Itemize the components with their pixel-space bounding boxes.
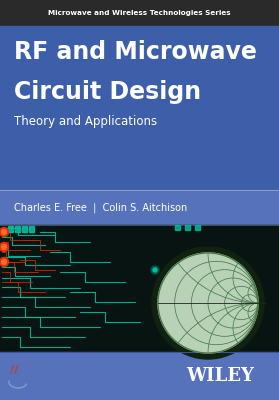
Circle shape [152,247,264,359]
Circle shape [0,258,8,266]
Circle shape [1,260,6,264]
Text: Circuit Design: Circuit Design [14,80,201,104]
Bar [0,0,279,26]
Bar [0,190,279,225]
Bar [0,26,279,190]
Text: RF and Microwave: RF and Microwave [14,40,257,64]
Bar [0,225,279,352]
Circle shape [0,228,8,236]
Bar [15,226,20,232]
Circle shape [153,268,157,272]
Bar [175,225,180,230]
Bar [185,225,190,230]
Circle shape [158,253,258,353]
Text: Microwave and Wireless Technologies Series: Microwave and Wireless Technologies Seri… [48,10,231,16]
Bar [8,226,13,232]
Bar [0,352,279,400]
Text: //: // [10,365,18,375]
Circle shape [1,244,6,250]
Text: Theory and Applications: Theory and Applications [14,116,157,128]
Circle shape [1,230,6,234]
Bar [29,226,34,232]
Text: Charles E. Free  |  Colin S. Aitchison: Charles E. Free | Colin S. Aitchison [14,203,187,213]
Text: WILEY: WILEY [186,367,254,385]
Bar [195,225,200,230]
Circle shape [151,266,159,274]
Circle shape [0,242,8,252]
Bar [22,226,27,232]
